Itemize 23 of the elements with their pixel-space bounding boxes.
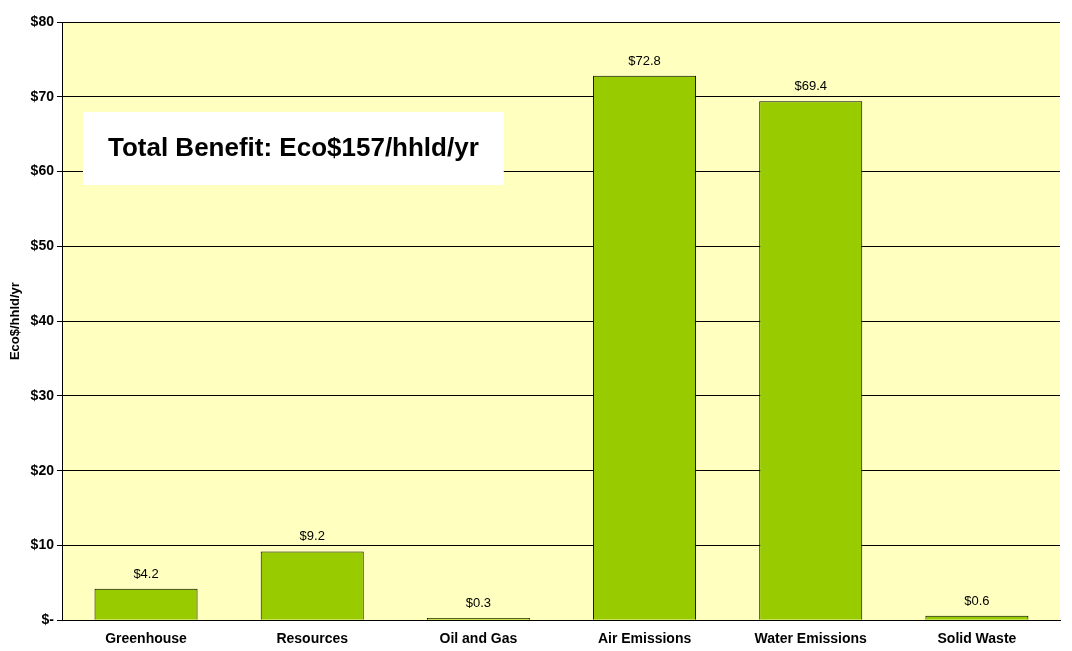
data-label: $4.2: [133, 565, 159, 581]
x-tick-label: Water Emissions: [754, 630, 868, 647]
x-tick-label: Air Emissions: [597, 630, 692, 647]
y-axis-title: Eco$/hhld/yr: [7, 282, 23, 361]
y-tick-label: $70: [30, 87, 55, 104]
x-tick-label: Resources: [276, 630, 349, 647]
data-label: $9.2: [299, 528, 325, 544]
x-tick-label: Greenhouse: [105, 630, 188, 647]
data-label: $0.6: [964, 592, 990, 608]
y-tick-label: $40: [30, 311, 55, 328]
y-tick-label: $50: [30, 237, 55, 254]
y-tick-label: $30: [30, 386, 55, 403]
y-tick-label: $60: [30, 162, 55, 179]
data-label: $72.8: [628, 52, 661, 68]
x-tick-label: Oil and Gas: [439, 630, 518, 647]
y-tick-label: $10: [30, 536, 55, 553]
annotation: Total Benefit: Eco$157/hhld/yr: [107, 132, 479, 163]
data-label: $0.3: [465, 595, 492, 611]
x-tick-label: Solid Waste: [937, 630, 1017, 647]
y-tick-label: $-: [41, 611, 55, 628]
data-label: $69.4: [794, 78, 828, 94]
y-tick-label: $20: [30, 461, 55, 478]
y-tick-label: $80: [30, 12, 55, 29]
